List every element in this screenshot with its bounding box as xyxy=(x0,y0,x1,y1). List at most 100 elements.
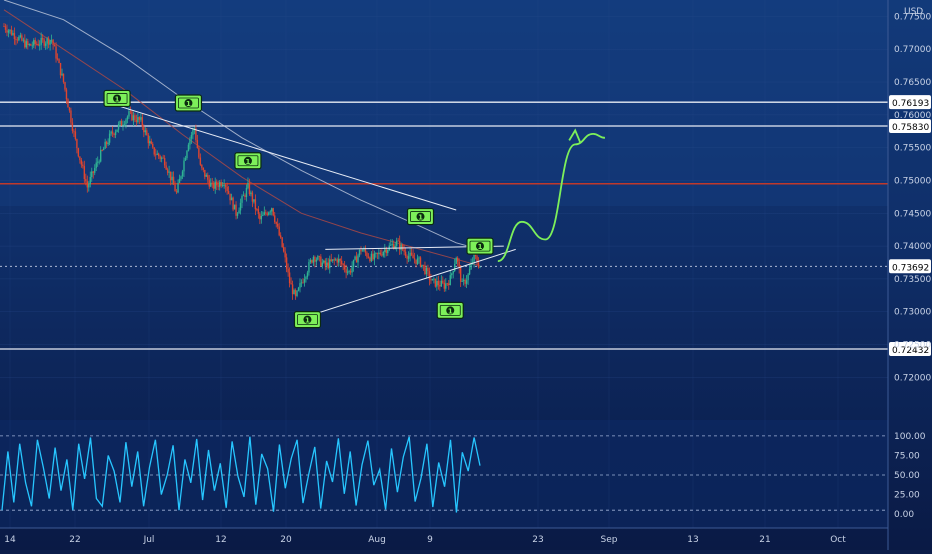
candle-body xyxy=(409,252,411,257)
candle-body xyxy=(268,212,270,215)
candle-body xyxy=(290,283,292,285)
bill-border xyxy=(439,305,461,316)
candle-body xyxy=(251,192,254,202)
candle-body xyxy=(149,141,151,144)
candle-body xyxy=(80,160,83,165)
candle-body xyxy=(141,117,144,127)
candle-body xyxy=(202,167,205,170)
time-axis[interactable]: 14 22 Jul 12 20 Aug 9 23 Sep 13 21 Oct xyxy=(4,535,846,545)
candle-body xyxy=(67,99,69,108)
candle-body xyxy=(70,110,72,123)
candle-body xyxy=(138,117,141,120)
bill-label: 1 xyxy=(246,158,251,166)
time-tick-label: Jul xyxy=(143,535,155,545)
candle-body xyxy=(451,273,453,276)
oscillator-tick-label: 0.00 xyxy=(894,510,914,520)
candle-body xyxy=(275,221,277,224)
candle-body xyxy=(259,213,261,220)
price-axis[interactable]: 0.77500 0.77000 0.76500 0.76000 0.75500 0.750… xyxy=(894,12,931,383)
time-tick-label: Aug xyxy=(368,535,386,545)
time-tick-label: Sep xyxy=(601,535,618,545)
oscillator-line xyxy=(1,436,481,513)
bill-coin xyxy=(416,212,425,221)
candle-body xyxy=(360,249,362,252)
candle-body xyxy=(455,257,457,265)
candle-body xyxy=(174,184,176,192)
candle-body xyxy=(318,256,321,257)
candle-body xyxy=(284,251,286,258)
candle-body xyxy=(265,212,267,214)
candle-body xyxy=(27,41,29,45)
candle-body xyxy=(64,82,66,90)
candle-body xyxy=(241,196,243,203)
candle-body xyxy=(162,157,164,159)
candle-body xyxy=(442,280,444,283)
bill-label: 1 xyxy=(115,95,120,103)
candle-body xyxy=(19,35,22,37)
candle-body xyxy=(370,253,373,262)
candle-body xyxy=(254,199,257,210)
candle-body xyxy=(146,130,148,136)
candle-body xyxy=(396,240,398,246)
candle-body xyxy=(101,150,103,151)
candle-body xyxy=(224,185,227,187)
candle-body xyxy=(91,171,93,178)
candle-body xyxy=(144,130,147,133)
candle-body xyxy=(266,213,268,215)
bill-label: 1 xyxy=(305,317,310,325)
candle-body xyxy=(320,256,322,267)
candle-body xyxy=(169,171,172,181)
candle-body xyxy=(110,131,112,134)
current-price-label: 0.73692 xyxy=(892,263,929,273)
bill-icon: 1 xyxy=(103,89,131,108)
candle-body xyxy=(122,124,124,126)
candle-body xyxy=(107,142,109,145)
candle-body xyxy=(462,279,465,282)
candle-body xyxy=(216,181,218,186)
candle-body xyxy=(211,182,213,184)
candle-body xyxy=(437,280,440,286)
candle-body xyxy=(183,160,185,172)
candle-body xyxy=(187,144,190,151)
candle-body xyxy=(317,256,319,260)
candle-body xyxy=(163,158,166,166)
candle-body xyxy=(195,128,197,141)
candle-body xyxy=(412,254,414,259)
candle-body xyxy=(116,129,118,132)
candle-body xyxy=(239,202,242,211)
bill-border xyxy=(106,93,128,104)
candle-body xyxy=(65,89,68,100)
candle-body xyxy=(415,259,417,264)
candle-body xyxy=(468,269,471,275)
candle-body xyxy=(291,284,294,295)
price-tick-label: 0.75500 xyxy=(894,144,931,154)
price-tick-label: 0.75000 xyxy=(894,176,931,186)
candle-body xyxy=(279,235,282,238)
candle-body xyxy=(324,260,326,266)
candle-body xyxy=(358,249,361,256)
candle-body xyxy=(454,264,456,272)
candle-body xyxy=(208,179,210,187)
candle-body xyxy=(25,41,28,48)
bill-icon: 1 xyxy=(436,301,464,320)
candle-body xyxy=(250,192,252,195)
candle-body xyxy=(391,244,393,245)
candle-body xyxy=(21,35,23,41)
candle-body xyxy=(461,281,463,282)
bill-border xyxy=(237,155,259,167)
time-tick-label: 21 xyxy=(759,535,770,545)
candle-body xyxy=(277,223,279,227)
bill-border xyxy=(410,211,431,222)
candle-body xyxy=(94,168,96,173)
candle-body xyxy=(336,259,338,263)
candle-body xyxy=(436,280,438,287)
candle-body xyxy=(271,208,273,212)
price-tick-label: 0.72000 xyxy=(894,373,931,383)
candle-body xyxy=(269,211,271,213)
candle-body xyxy=(430,279,432,281)
candle-body xyxy=(443,282,445,289)
candle-body xyxy=(199,157,202,165)
candle-body xyxy=(343,265,346,270)
candle-body xyxy=(312,256,315,263)
